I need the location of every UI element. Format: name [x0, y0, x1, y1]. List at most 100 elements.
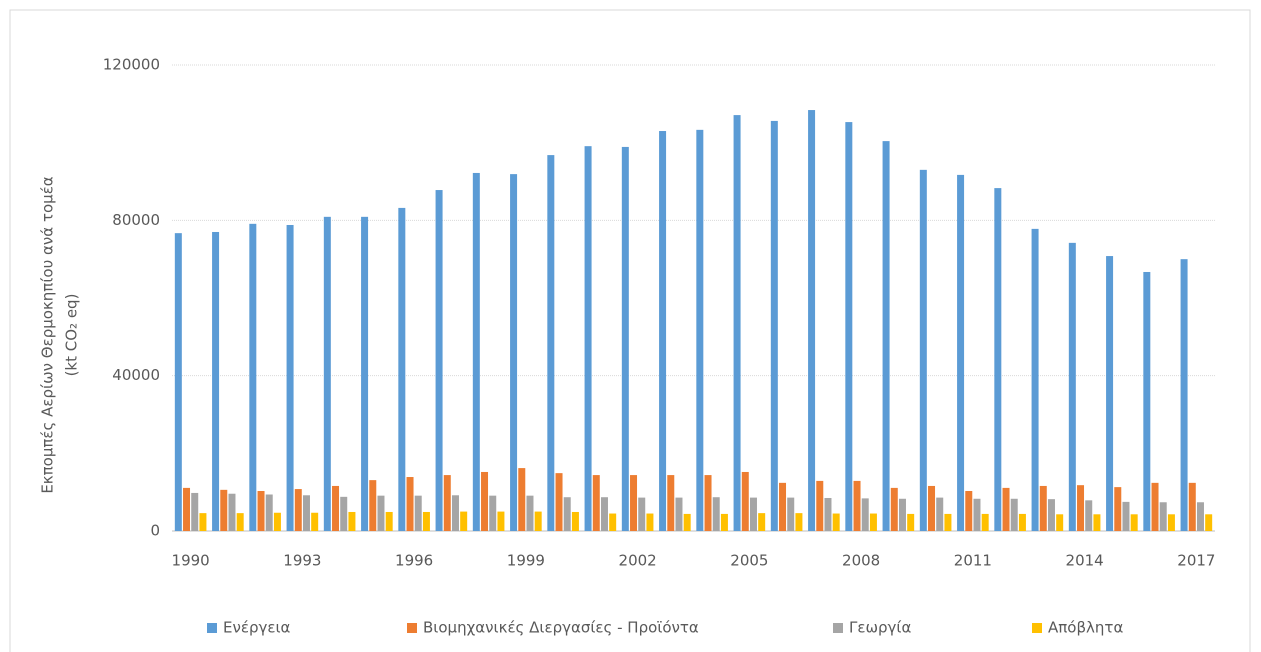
bar: [273, 512, 281, 531]
bar: [323, 216, 331, 532]
bar: [435, 190, 443, 531]
y-axis-label: (kt CO₂ eq): [63, 294, 81, 377]
bar: [1010, 498, 1018, 531]
bar: [845, 122, 853, 532]
bar: [228, 493, 236, 531]
bar: [547, 155, 555, 532]
legend-label: Ενέργεια: [223, 619, 291, 637]
bar: [1205, 514, 1213, 531]
bar: [741, 471, 749, 531]
bar: [302, 495, 310, 531]
bar: [758, 513, 766, 531]
bar: [973, 498, 981, 531]
bar: [460, 511, 468, 531]
bar: [890, 487, 898, 531]
y-axis-label: Εκπομπές Αερίων Θερμοκηπίου ανά τομέα: [39, 176, 57, 493]
legend-swatch: [1032, 623, 1042, 633]
bar: [332, 485, 340, 531]
bar: [704, 475, 712, 531]
bar: [1002, 487, 1010, 531]
x-tick-label: 2008: [842, 552, 880, 570]
bar: [1196, 502, 1204, 531]
bar: [257, 491, 265, 531]
x-tick-label: 1993: [283, 552, 321, 570]
bar: [406, 477, 414, 531]
bar: [936, 497, 944, 531]
bar: [265, 494, 273, 531]
y-label-group: Εκπομπές Αερίων Θερμοκηπίου ανά τομέα (k…: [39, 176, 81, 493]
bar: [621, 146, 629, 531]
bar: [451, 495, 459, 531]
bar: [675, 497, 683, 531]
bar: [1122, 501, 1130, 531]
bar: [584, 146, 592, 531]
bar: [1151, 482, 1159, 531]
bar: [853, 480, 861, 531]
bar: [646, 513, 654, 531]
bar: [808, 110, 816, 532]
bar: [422, 511, 430, 531]
bar: [957, 174, 965, 532]
bar: [361, 216, 369, 532]
bar: [832, 513, 840, 531]
bar: [919, 169, 927, 531]
bar: [1031, 228, 1039, 532]
bar: [981, 513, 989, 531]
bar: [869, 513, 877, 531]
bar: [779, 482, 787, 531]
x-tick-label: 1999: [507, 552, 545, 570]
bar: [667, 475, 675, 531]
bar: [944, 513, 952, 531]
legend-swatch: [207, 623, 217, 633]
bar: [212, 231, 220, 531]
bar: [1077, 485, 1085, 531]
bar: [443, 475, 451, 531]
bar: [183, 487, 191, 531]
bar: [1167, 514, 1175, 531]
bar: [600, 497, 608, 531]
x-tick-label: 2011: [954, 552, 992, 570]
bar: [510, 174, 518, 531]
bar: [733, 115, 741, 531]
legend-swatch: [407, 623, 417, 633]
bar: [720, 513, 728, 531]
bar: [497, 511, 505, 531]
y-tick-label: 80000: [112, 211, 160, 229]
bar: [1143, 271, 1151, 531]
bar: [928, 485, 936, 531]
bar: [712, 497, 720, 531]
bar: [824, 497, 832, 531]
bar: [340, 496, 348, 531]
bar: [1180, 259, 1188, 531]
bar: [787, 497, 795, 531]
x-tick-label: 2002: [619, 552, 657, 570]
y-tick-label: 0: [150, 522, 160, 540]
bar: [191, 492, 199, 531]
bar: [907, 513, 915, 531]
bar: [659, 131, 667, 531]
bar: [571, 511, 579, 531]
x-tick-label: 2017: [1177, 552, 1215, 570]
bar: [1085, 500, 1093, 531]
bar: [249, 223, 257, 531]
bar: [369, 480, 377, 531]
bar: [236, 513, 244, 531]
bar: [965, 491, 973, 531]
bar: [816, 480, 824, 531]
bar: [563, 497, 571, 531]
bar: [638, 497, 646, 531]
bar: [377, 495, 385, 531]
bar: [1188, 482, 1196, 531]
bar: [770, 120, 778, 532]
bar: [592, 475, 600, 531]
bar: [286, 224, 294, 531]
bar: [489, 495, 497, 531]
bar: [220, 489, 228, 531]
y-tick-label: 120000: [103, 56, 160, 74]
bar: [898, 498, 906, 531]
bar: [1106, 256, 1114, 531]
bar: [1039, 485, 1047, 531]
bar: [609, 513, 617, 531]
bar: [348, 511, 356, 531]
